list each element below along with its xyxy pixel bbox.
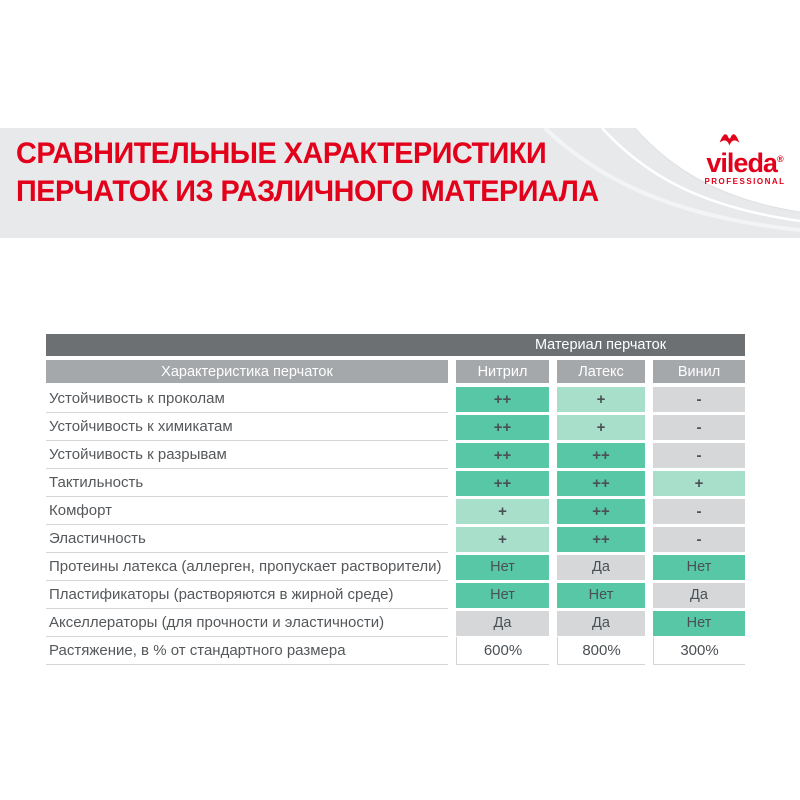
row-label: Устойчивость к проколам	[46, 385, 448, 413]
column-header-vinyl: Винил	[653, 360, 745, 383]
vileda-bird-icon	[719, 134, 740, 146]
table-row: Протеины латекса (аллерген, пропускает р…	[46, 553, 745, 581]
page-title-line2: ПЕРЧАТОК ИЗ РАЗЛИЧНОГО МАТЕРИАЛА	[16, 175, 599, 208]
value-cell-nitrile: ++	[456, 442, 549, 468]
value-cell-nitrile: ++	[456, 470, 549, 496]
value-cell-vinyl: +	[653, 470, 745, 496]
value-cell-vinyl: -	[653, 498, 745, 524]
value-cell-latex: ++	[557, 526, 645, 552]
row-label: Тактильность	[46, 469, 448, 497]
value-cell-nitrile: +	[456, 498, 549, 524]
group-header-label: Материал перчаток	[534, 337, 667, 353]
column-header-nitrile: Нитрил	[456, 360, 549, 383]
brand-text: vileda	[706, 148, 778, 178]
value-cell-latex: ++	[557, 498, 645, 524]
table-row: Растяжение, в % от стандартного размера …	[46, 637, 745, 665]
column-header-latex: Латекс	[557, 360, 645, 383]
table-row: Устойчивость к проколам ++ + -	[46, 385, 745, 413]
value-cell-vinyl: Нет	[653, 610, 745, 636]
professional-text: PROFESSIONAL	[704, 177, 786, 186]
registered-mark: ®	[776, 154, 784, 164]
value-cell-nitrile: 600%	[456, 637, 549, 665]
vileda-logo: vileda® PROFESSIONAL	[702, 129, 788, 186]
table-group-header-row: Материал перчаток	[46, 334, 745, 356]
row-label: Комфорт	[46, 497, 448, 525]
row-label: Эластичность	[46, 525, 448, 553]
value-cell-latex: 800%	[557, 637, 645, 665]
value-cell-vinyl: 300%	[653, 637, 745, 665]
comparison-table: Материал перчаток Характеристика перчато…	[46, 334, 745, 665]
table-row: Эластичность + ++ -	[46, 525, 745, 553]
row-label: Пластификаторы (растворяются в жирной ср…	[46, 581, 448, 609]
table-column-header-row: Характеристика перчаток Нитрил Латекс Ви…	[46, 360, 745, 383]
row-label: Устойчивость к разрывам	[46, 441, 448, 469]
header-band: СРАВНИТЕЛЬНЫЕ ХАРАКТЕРИСТИКИ ПЕРЧАТОК ИЗ…	[0, 128, 800, 238]
row-label: Протеины латекса (аллерген, пропускает р…	[46, 553, 448, 581]
table-row: Устойчивость к разрывам ++ ++ -	[46, 441, 745, 469]
swoosh-decoration	[543, 128, 800, 232]
value-cell-latex: +	[557, 414, 645, 440]
value-cell-vinyl: Нет	[653, 554, 745, 580]
value-cell-vinyl: Да	[653, 582, 745, 608]
value-cell-nitrile: Нет	[456, 582, 549, 608]
value-cell-nitrile: Нет	[456, 554, 549, 580]
table-row: Устойчивость к химикатам ++ + -	[46, 413, 745, 441]
value-cell-nitrile: Да	[456, 610, 549, 636]
value-cell-vinyl: -	[653, 414, 745, 440]
value-cell-nitrile: ++	[456, 414, 549, 440]
value-cell-latex: Да	[557, 610, 645, 636]
value-cell-nitrile: ++	[456, 386, 549, 412]
column-header-characteristic: Характеристика перчаток	[46, 360, 448, 383]
value-cell-vinyl: -	[653, 442, 745, 468]
table-row: Пластификаторы (растворяются в жирной ср…	[46, 581, 745, 609]
row-label: Устойчивость к химикатам	[46, 413, 448, 441]
value-cell-latex: ++	[557, 470, 645, 496]
value-cell-latex: ++	[557, 442, 645, 468]
table-row: Тактильность ++ ++ +	[46, 469, 745, 497]
value-cell-vinyl: -	[653, 386, 745, 412]
page-title-line1: СРАВНИТЕЛЬНЫЕ ХАРАКТЕРИСТИКИ	[16, 137, 547, 170]
value-cell-latex: +	[557, 386, 645, 412]
table-body: Устойчивость к проколам ++ + - Устойчиво…	[46, 385, 745, 665]
value-cell-nitrile: +	[456, 526, 549, 552]
row-label: Растяжение, в % от стандартного размера	[46, 637, 448, 665]
value-cell-latex: Нет	[557, 582, 645, 608]
table-row: Акселлераторы (для прочности и эластично…	[46, 609, 745, 637]
row-label: Акселлераторы (для прочности и эластично…	[46, 609, 448, 637]
page-title: СРАВНИТЕЛЬНЫЕ ХАРАКТЕРИСТИКИ ПЕРЧАТОК ИЗ…	[16, 135, 599, 211]
vileda-wordmark: vileda®	[702, 146, 788, 178]
value-cell-latex: Да	[557, 554, 645, 580]
table-row: Комфорт + ++ -	[46, 497, 745, 525]
value-cell-vinyl: -	[653, 526, 745, 552]
